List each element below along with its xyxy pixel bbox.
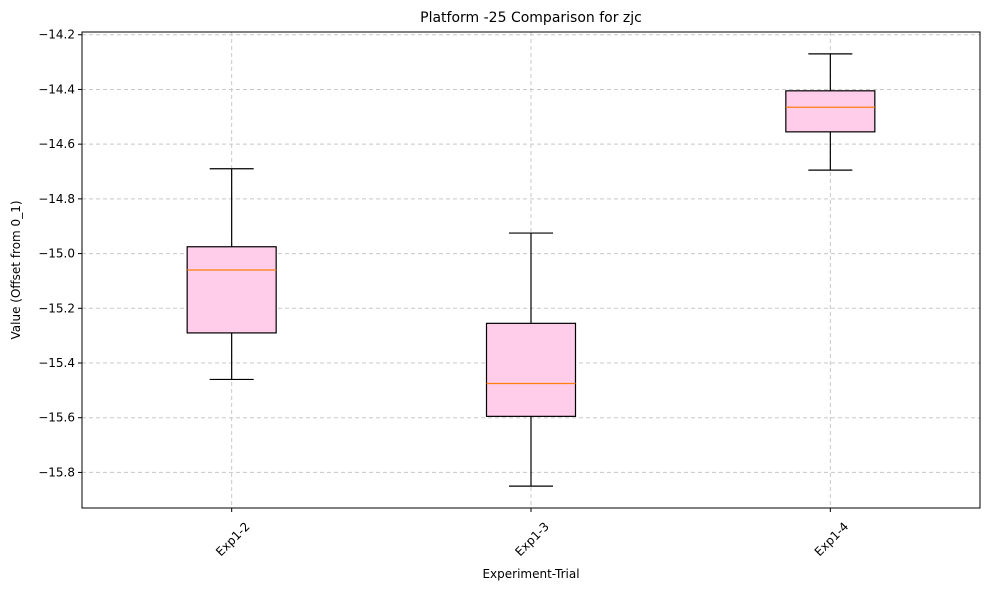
- y-axis-label: Value (Offset from 0_1): [9, 200, 23, 339]
- iqr-box: [485, 322, 577, 417]
- box-Exp1-2: [186, 168, 277, 381]
- y-tick-label: −14.4: [38, 82, 75, 96]
- y-tick-label: −14.2: [38, 28, 75, 42]
- box-Exp1-3: [485, 232, 577, 487]
- x-axis-label: Experiment-Trial: [482, 567, 579, 581]
- box-Exp1-4: [785, 53, 876, 171]
- y-tick-label: −15.0: [38, 247, 75, 261]
- boxes-layer: [186, 53, 876, 487]
- ticks-layer: −15.8 −15.6 −15.4 −15.2 −15.0 −14.8 −14.6 −14.4…: [38, 28, 851, 559]
- x-tick-label: Exp1-3: [512, 519, 552, 559]
- iqr-box: [785, 90, 876, 133]
- y-tick-label: −15.2: [38, 301, 75, 315]
- chart-title: Platform -25 Comparison for zjc: [420, 10, 642, 26]
- iqr-box: [186, 246, 277, 334]
- y-tick-label: −14.8: [38, 192, 75, 206]
- x-tick-label: Exp1-2: [213, 519, 253, 559]
- y-tick-label: −15.8: [38, 465, 75, 479]
- y-tick-label: −15.6: [38, 411, 75, 425]
- y-tick-label: −14.6: [38, 137, 75, 151]
- x-tick-label: Exp1-4: [812, 519, 852, 559]
- y-tick-label: −15.4: [38, 356, 75, 370]
